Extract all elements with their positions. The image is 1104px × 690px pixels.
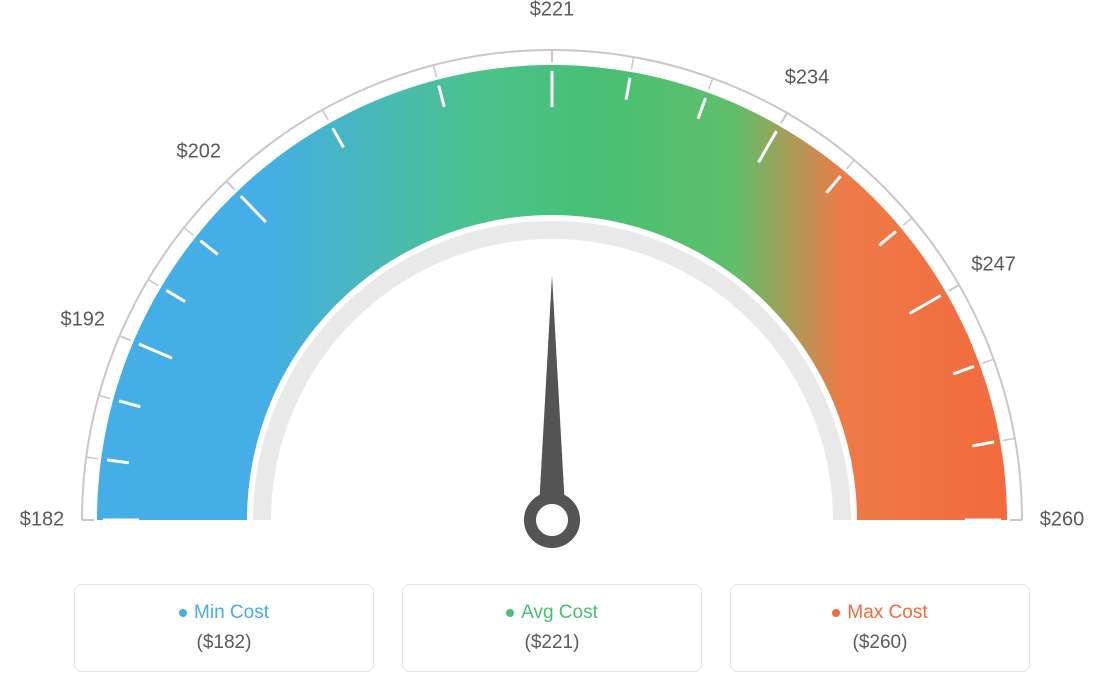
legend-min-dot (179, 609, 187, 617)
legend-min: Min Cost ($182) (74, 584, 374, 672)
legend: Min Cost ($182) Avg Cost ($221) Max Cost… (74, 584, 1030, 672)
legend-max-label: Max Cost (847, 602, 927, 624)
legend-min-label: Min Cost (194, 602, 269, 624)
gauge-tick-label: $234 (785, 67, 830, 90)
legend-max-title: Max Cost (832, 602, 927, 624)
gauge-tick-label: $260 (1040, 509, 1085, 532)
legend-max-dot (832, 609, 840, 617)
gauge-tick-label: $221 (530, 0, 575, 22)
gauge-chart: $182 $192 $202 $221 $234 $247 $260 (0, 0, 1104, 570)
legend-max-value: ($260) (853, 632, 908, 654)
gauge-svg (0, 0, 1104, 570)
legend-max: Max Cost ($260) (730, 584, 1030, 672)
legend-avg-value: ($221) (525, 632, 580, 654)
gauge-tick-label: $192 (61, 309, 106, 332)
legend-avg: Avg Cost ($221) (402, 584, 702, 672)
gauge-tick-label: $182 (20, 509, 65, 532)
gauge-tick-label: $202 (176, 141, 221, 164)
legend-avg-label: Avg Cost (521, 602, 598, 624)
legend-min-value: ($182) (197, 632, 252, 654)
gauge-tick-label: $247 (971, 254, 1016, 277)
legend-avg-title: Avg Cost (506, 602, 598, 624)
legend-min-title: Min Cost (179, 602, 269, 624)
legend-avg-dot (506, 609, 514, 617)
